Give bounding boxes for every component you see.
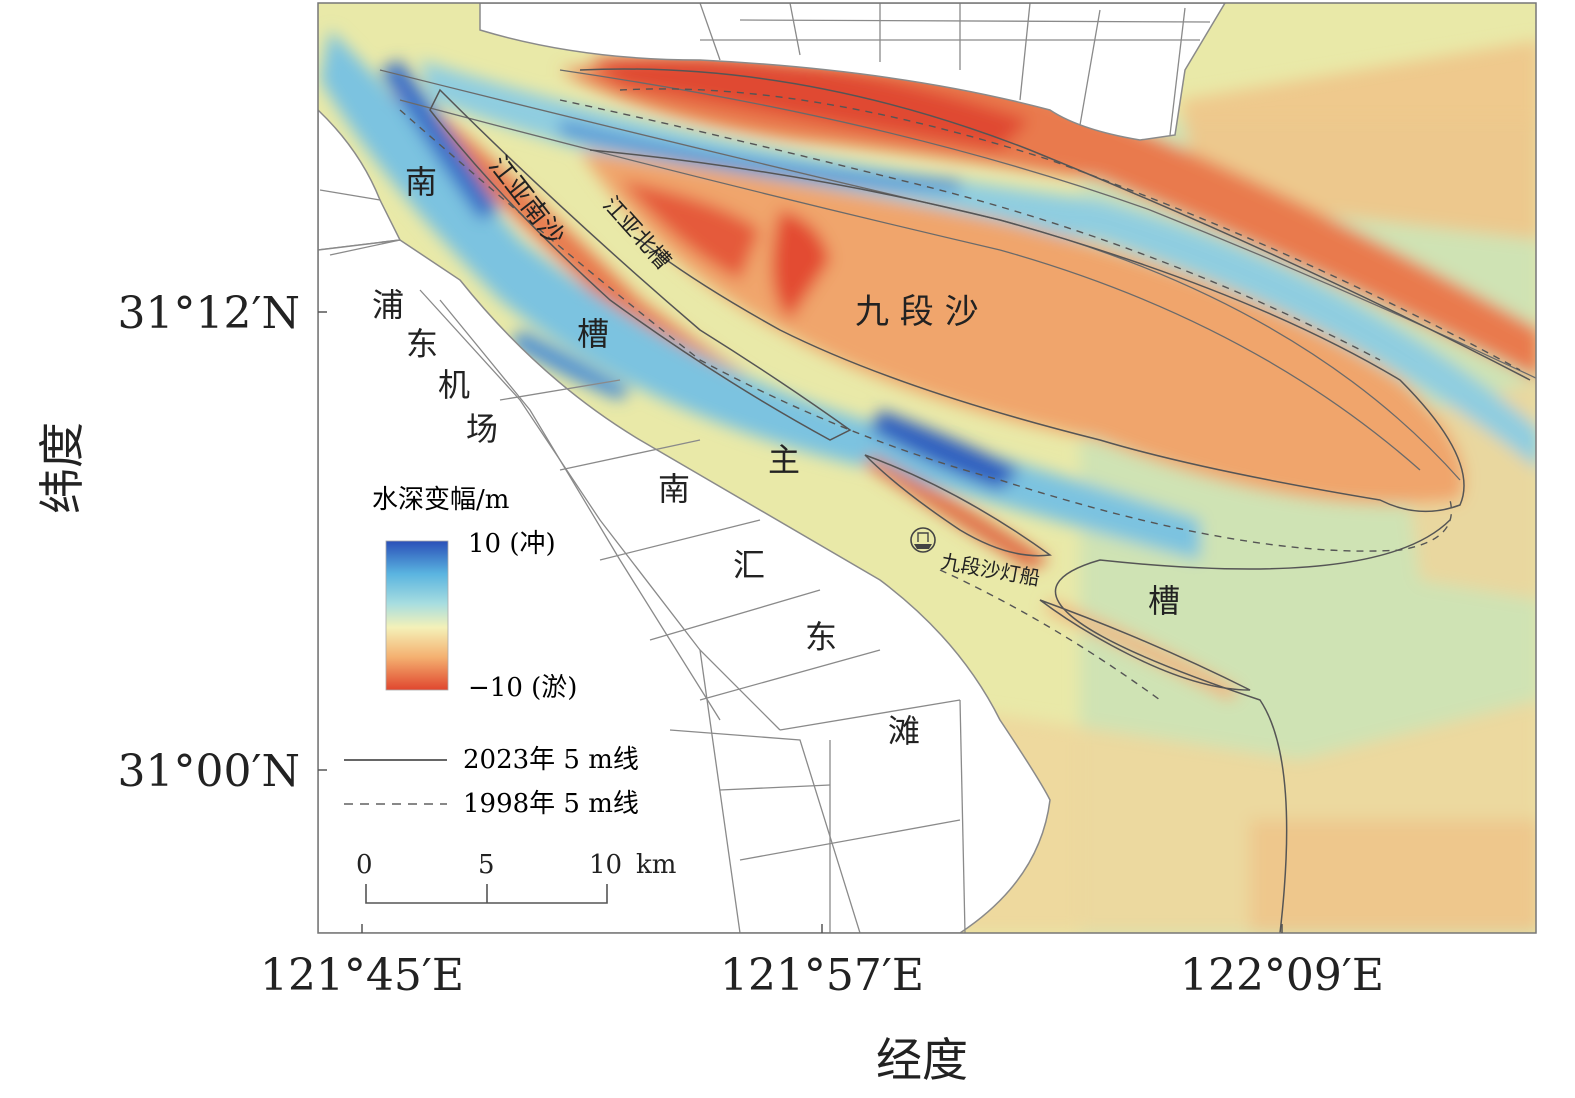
- legend-line-2023-label: 2023年 5 m线: [463, 745, 639, 775]
- legend-line-1998-label: 1998年 5 m线: [463, 789, 639, 819]
- scale-bar: 0 5 10 km: [356, 850, 676, 904]
- scale-tick-10: 10: [589, 850, 622, 880]
- north-bank-deposit: [560, 62, 1536, 379]
- legend-colorbar: [385, 540, 449, 691]
- y-tick-label-1: 31°12′N: [118, 288, 300, 339]
- x-tick-label-3: 122°09′E: [1180, 950, 1384, 1001]
- scale-unit: km: [636, 850, 676, 880]
- x-axis-title: 经度: [876, 1033, 968, 1087]
- y-tick-label-2: 31°00′N: [118, 746, 300, 797]
- map-frame: [317, 2, 1537, 934]
- label-main-channel-1: 主: [768, 441, 800, 479]
- label-jiuduansha: 九 段 沙: [855, 292, 979, 332]
- legend-title: 水深变幅/m: [372, 485, 509, 515]
- label-main-channel-2: 槽: [1148, 582, 1180, 620]
- label-nanhui-1: 南: [658, 470, 690, 508]
- scale-tick-0: 0: [356, 850, 373, 880]
- land-north: [479, 3, 1226, 141]
- label-nanhui-2: 汇: [733, 546, 765, 584]
- south-channel: [320, 30, 1200, 560]
- legend-max-label: 10 (冲): [468, 529, 556, 559]
- x-tick-label-2: 121°57′E: [720, 950, 924, 1001]
- land-pudong: [318, 108, 402, 251]
- scale-bar-line: [365, 884, 608, 904]
- axes: 31°12′N 31°00′N 121°45′E 121°57′E 122°09…: [35, 288, 1384, 1087]
- label-pudong-3: 机: [438, 366, 470, 404]
- label-pudong-2: 东: [406, 325, 438, 363]
- road-grid-north: [699, 3, 1211, 136]
- label-nanhui-4: 滩: [888, 712, 920, 750]
- label-nanhui-3: 东: [805, 618, 837, 656]
- road-grid-south: [319, 189, 966, 933]
- label-pudong-4: 场: [466, 410, 498, 448]
- map-panel: [318, 3, 1536, 933]
- x-tick-label-1: 121°45′E: [260, 950, 464, 1001]
- scale-tick-5: 5: [478, 850, 495, 880]
- legend-min-label: −10 (淤): [468, 673, 577, 703]
- contour-1998: [399, 88, 1521, 701]
- land-nanhui: [318, 239, 1051, 933]
- label-nancao-1: 南: [405, 163, 437, 201]
- contour-2023: [429, 68, 1531, 933]
- y-axis-title: 纬度: [35, 422, 89, 514]
- lightship-icon: [910, 527, 936, 553]
- label-nancao-2: 槽: [577, 315, 609, 353]
- legend: 水深变幅/m 10 (冲) −10 (淤) 2023年 5 m线 1998年 5…: [344, 485, 639, 819]
- label-pudong-1: 浦: [372, 286, 404, 324]
- jiangya-nansha-strip: [390, 80, 850, 450]
